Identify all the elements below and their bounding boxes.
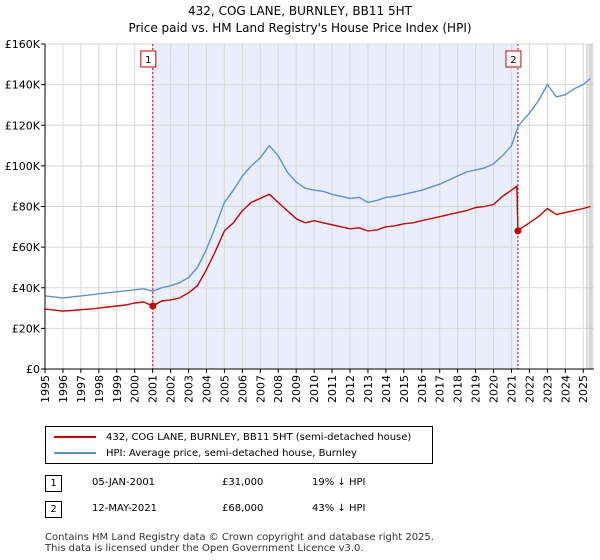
y-tick-label: £80K: [12, 201, 41, 214]
x-tick-label: 2001: [147, 375, 160, 403]
legend-swatch-hpi: [54, 452, 96, 454]
x-tick-label: 2011: [326, 375, 339, 403]
x-tick-label: 2022: [523, 375, 536, 403]
x-tick-label: 2004: [200, 375, 213, 403]
footer-line-1: Contains HM Land Registry data © Crown c…: [45, 532, 434, 543]
x-tick-label: 1995: [39, 375, 52, 403]
y-tick-label: £140K: [5, 79, 41, 92]
x-tick-label: 2006: [236, 375, 249, 403]
x-tick-label: 2007: [254, 375, 267, 403]
x-tick-label: 2021: [505, 375, 518, 403]
sale-point: [514, 227, 522, 235]
x-tick-label: 1999: [111, 375, 124, 403]
legend-swatch-price: [54, 436, 96, 438]
footer-line-2: This data is licensed under the Open Gov…: [45, 543, 364, 554]
chart-title: 432, COG LANE, BURNLEY, BB11 5HT: [188, 4, 412, 18]
x-tick-label: 2020: [488, 375, 501, 403]
x-tick-label: 2009: [290, 375, 303, 403]
x-tick-label: 2012: [344, 375, 357, 403]
x-tick-label: 2019: [470, 375, 483, 403]
x-tick-label: 2016: [416, 375, 429, 403]
x-tick-label: 2003: [183, 375, 196, 403]
legend-item-hpi: HPI: Average price, semi-detached house,…: [54, 446, 357, 460]
y-tick-label: £0: [26, 363, 40, 376]
x-tick-label: 2018: [452, 375, 465, 403]
y-tick-label: £60K: [12, 241, 41, 254]
legend: 432, COG LANE, BURNLEY, BB11 5HT (semi-d…: [45, 426, 433, 464]
x-tick-label: 1996: [57, 375, 70, 403]
footer: Contains HM Land Registry data © Crown c…: [45, 532, 434, 554]
transaction-marker: 1: [45, 475, 62, 492]
x-tick-label: 2014: [380, 375, 393, 403]
x-tick-label: 2013: [362, 375, 375, 403]
series-line-hpi: [44, 77, 591, 299]
x-tick-label: 2002: [165, 375, 178, 403]
x-tick-label: 2017: [434, 375, 447, 403]
chart-subtitle: Price paid vs. HM Land Registry's House …: [128, 21, 472, 35]
x-tick-label: 2005: [218, 375, 231, 403]
transaction-hpi-diff: 43% ↓ HPI: [312, 503, 366, 514]
annotation-box: [505, 50, 522, 68]
y-tick-label: £100K: [5, 160, 41, 173]
x-tick-label: 2008: [272, 375, 285, 403]
x-tick-label: 2025: [577, 375, 590, 403]
transaction-price: £68,000: [222, 503, 264, 514]
legend-label-price: 432, COG LANE, BURNLEY, BB11 5HT (semi-d…: [106, 431, 412, 443]
annotation-label: 1: [145, 55, 151, 66]
x-tick-label: 1998: [93, 375, 106, 403]
transaction-date: 05-JAN-2001: [92, 477, 156, 488]
x-tick-label: 2015: [398, 375, 411, 403]
x-tick-label: 2024: [559, 375, 572, 403]
x-tick-label: 1997: [75, 375, 88, 403]
legend-label-hpi: HPI: Average price, semi-detached house,…: [106, 447, 357, 459]
annotation-box: [140, 50, 157, 68]
sale-point: [149, 302, 157, 310]
y-tick-label: £120K: [5, 119, 41, 132]
y-tick-label: £40K: [12, 282, 41, 295]
transaction-price: £31,000: [222, 477, 264, 488]
transaction-hpi-diff: 19% ↓ HPI: [312, 477, 366, 488]
annotation-label: 2: [510, 55, 516, 66]
x-tick-label: 2000: [129, 375, 142, 403]
legend-item-price: 432, COG LANE, BURNLEY, BB11 5HT (semi-d…: [54, 430, 411, 444]
transaction-marker: 2: [45, 501, 62, 518]
y-tick-label: £160K: [5, 38, 41, 51]
series-line-price: [44, 185, 591, 312]
x-tick-label: 2023: [541, 375, 554, 403]
price-chart: 1 2 £0 £20K £40K £60K £80K £100K £120K £140K £160K…: [5, 38, 594, 403]
y-tick-label: £20K: [12, 322, 41, 335]
transaction-date: 12-MAY-2021: [92, 503, 158, 514]
x-tick-label: 2010: [308, 375, 321, 403]
